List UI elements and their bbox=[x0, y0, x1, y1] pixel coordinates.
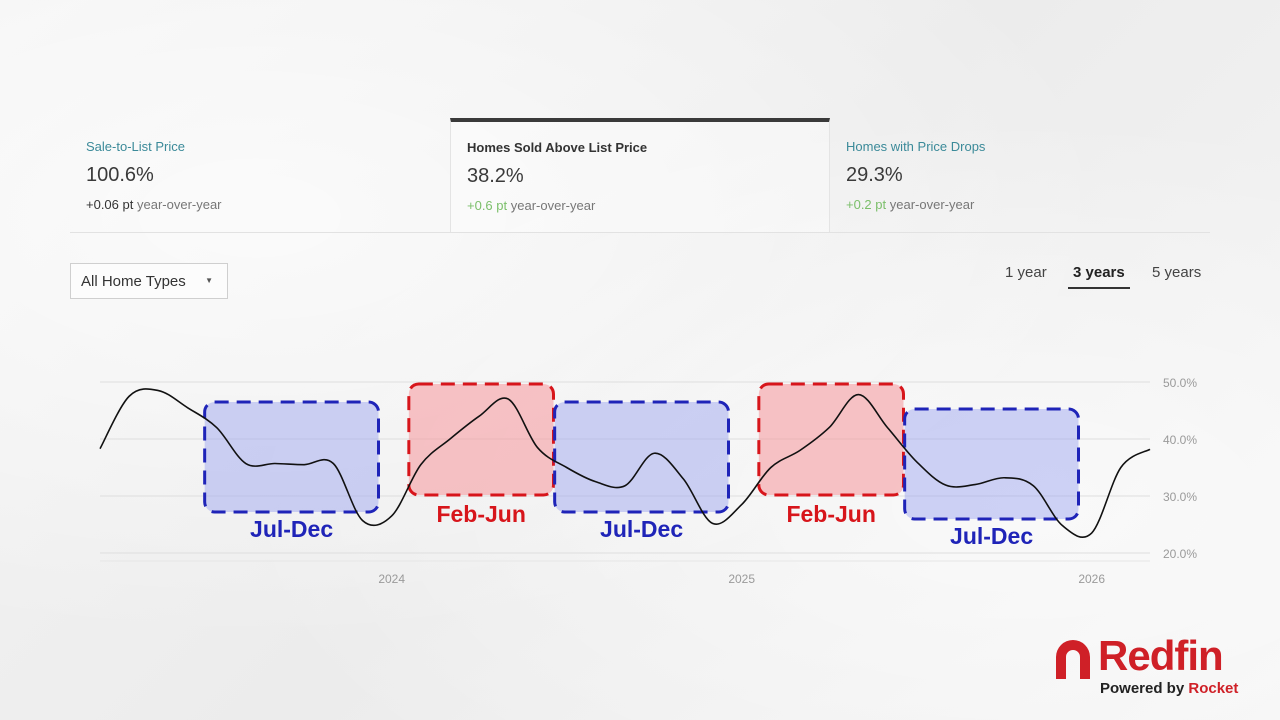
home-type-dropdown[interactable]: All Home Types ▼ bbox=[70, 263, 228, 299]
metric-tab-sale-to-list[interactable]: Sale-to-List Price 100.6% +0.06 pt year-… bbox=[70, 118, 450, 232]
x-tick-label: 2025 bbox=[728, 572, 755, 586]
annotation-label: Jul-Dec bbox=[600, 516, 683, 542]
metric-change: +0.6 pt year-over-year bbox=[467, 198, 813, 213]
metric-delta-suffix: year-over-year bbox=[510, 198, 596, 213]
metric-tabs: Sale-to-List Price 100.6% +0.06 pt year-… bbox=[70, 118, 1210, 233]
metric-change: +0.06 pt year-over-year bbox=[86, 197, 434, 212]
metric-label: Homes Sold Above List Price bbox=[467, 140, 648, 155]
x-tick-label: 2026 bbox=[1078, 572, 1105, 586]
metric-tab-price-drops[interactable]: Homes with Price Drops 29.3% +0.2 pt yea… bbox=[830, 118, 1210, 232]
metric-delta-suffix: year-over-year bbox=[136, 197, 222, 212]
y-tick-label: 30.0% bbox=[1163, 490, 1197, 504]
home-type-dropdown-label: All Home Types bbox=[81, 273, 186, 290]
metric-tab-sold-above-list[interactable]: Homes Sold Above List Price 38.2% +0.6 p… bbox=[450, 118, 830, 232]
y-tick-label: 40.0% bbox=[1163, 433, 1197, 447]
range-1-year[interactable]: 1 year bbox=[1005, 264, 1047, 281]
annotation-label: Feb-Jun bbox=[436, 501, 525, 527]
y-tick-label: 20.0% bbox=[1163, 547, 1197, 561]
y-tick-label: 50.0% bbox=[1163, 376, 1197, 390]
series-line bbox=[99, 388, 1151, 538]
metric-label: Sale-to-List Price bbox=[86, 139, 185, 154]
range-5-years[interactable]: 5 years bbox=[1152, 264, 1202, 281]
metric-delta: +0.06 pt bbox=[86, 197, 134, 212]
redfin-logo-mark-icon bbox=[1056, 640, 1090, 679]
metric-delta-suffix: year-over-year bbox=[889, 197, 975, 212]
powered-by-brand: Rocket bbox=[1188, 680, 1239, 697]
metric-value: 38.2% bbox=[467, 165, 524, 187]
range-3-years[interactable]: 3 years bbox=[1068, 264, 1130, 289]
annotation-box-red bbox=[757, 382, 905, 497]
chevron-down-icon: ▼ bbox=[205, 276, 213, 285]
metric-value: 29.3% bbox=[846, 164, 903, 186]
redfin-logo: Redfin Powered by Rocket bbox=[1050, 632, 1260, 702]
metric-change: +0.2 pt year-over-year bbox=[846, 197, 1194, 212]
powered-by-text: Powered by Rocket bbox=[1100, 680, 1238, 697]
metric-value: 100.6% bbox=[86, 164, 154, 186]
metric-delta: +0.6 pt bbox=[467, 198, 508, 213]
annotation-box-blue bbox=[203, 400, 380, 514]
metric-label: Homes with Price Drops bbox=[846, 139, 986, 154]
powered-by-prefix: Powered by bbox=[1100, 680, 1185, 697]
annotation-label: Jul-Dec bbox=[250, 516, 333, 542]
redfin-wordmark: Redfin bbox=[1098, 632, 1224, 679]
x-tick-label: 2024 bbox=[378, 572, 405, 586]
annotation-box-blue bbox=[903, 407, 1081, 521]
annotation-box-blue bbox=[553, 400, 731, 514]
metric-delta: +0.2 pt bbox=[846, 197, 887, 212]
annotation-label: Feb-Jun bbox=[786, 501, 875, 527]
annotation-label: Jul-Dec bbox=[950, 523, 1033, 549]
time-range-selector: 1 year 3 years 5 years bbox=[990, 264, 1220, 294]
